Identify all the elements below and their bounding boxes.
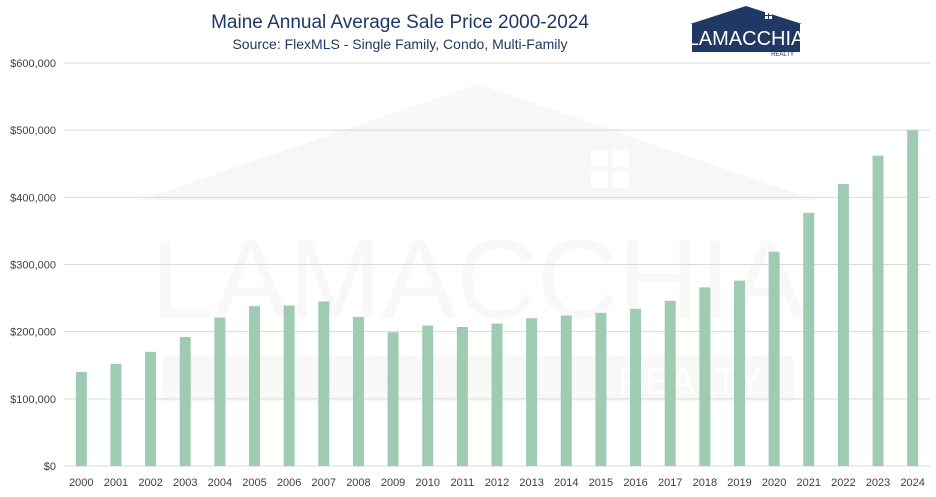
logo-window-icon [765,12,772,19]
bar-2013 [526,318,538,466]
bar-2007 [318,301,330,466]
x-tick-label: 2017 [658,477,682,489]
x-tick-label: 2004 [208,477,232,489]
x-tick-label: 2012 [485,477,509,489]
y-tick-label: $200,000 [10,327,56,339]
watermark-roof [140,84,816,200]
y-tick-label: $400,000 [10,192,56,204]
x-tick-label: 2001 [104,477,128,489]
bar-2023 [872,155,884,466]
bar-2014 [560,315,572,466]
x-tick-label: 2014 [554,477,578,489]
x-tick-label: 2003 [173,477,197,489]
lamacchia-logo: LAMACCHIA REALTY [688,6,804,58]
bar-2010 [422,325,434,466]
bar-2006 [283,305,295,466]
x-axis: 2000 2001 2002 2003 2004 2005 2006 2007 2008 2009… [69,477,925,489]
x-tick-label: 2008 [346,477,370,489]
bar-2004 [214,317,226,466]
bar-2017 [664,300,676,466]
bar-2020 [768,251,780,466]
bar-2001 [110,363,122,466]
x-tick-label: 2009 [381,477,405,489]
chart-subtitle: Source: FlexMLS - Single Family, Condo, … [232,36,568,52]
bar-2015 [595,312,607,466]
bar-2022 [837,183,849,466]
bar-2008 [352,316,364,466]
x-tick-label: 2024 [900,477,924,489]
x-tick-label: 2006 [277,477,301,489]
y-tick-label: $0 [44,461,56,473]
watermark-name: LAMACCHIA [151,217,805,342]
watermark-band [163,356,793,402]
x-tick-label: 2005 [242,477,266,489]
watermark-window-icon [591,150,629,188]
x-tick-label: 2020 [762,477,786,489]
bar-2019 [733,280,745,466]
logo-box [692,24,800,52]
bar-2009 [387,332,399,466]
bar-2005 [249,306,261,466]
x-tick-label: 2010 [415,477,439,489]
logo-name: LAMACCHIA [688,28,804,50]
bars [75,130,919,466]
bar-2012 [491,323,503,466]
x-tick-label: 2011 [451,477,475,489]
x-tick-label: 2019 [727,477,751,489]
bar-2002 [145,351,157,466]
x-tick-label: 2013 [519,477,543,489]
chart-title: Maine Annual Average Sale Price 2000-202… [211,12,589,33]
bar-2024 [907,130,919,466]
x-tick-label: 2015 [589,477,613,489]
bar-2000 [75,371,87,466]
x-tick-label: 2022 [831,477,855,489]
x-tick-label: 2018 [693,477,717,489]
x-tick-label: 2021 [797,477,821,489]
x-tick-label: 2023 [866,477,890,489]
y-tick-label: $300,000 [10,260,56,272]
logo-roof-icon [690,6,802,24]
bar-2021 [803,212,815,466]
y-axis: $0 $100,000 $200,000 $300,000 $400,000 $500,0… [10,58,56,473]
watermark: LAMACCHIA REALTY [140,84,816,403]
bar-2016 [630,308,642,466]
y-tick-label: $100,000 [10,394,56,406]
bar-2003 [179,337,191,466]
x-tick-label: 2002 [138,477,162,489]
x-tick-label: 2007 [312,477,336,489]
bar-2018 [699,287,711,466]
bar-2011 [456,326,468,466]
logo-tagline: REALTY [771,52,794,58]
x-tick-label: 2000 [69,477,93,489]
x-tick-label: 2016 [623,477,647,489]
y-tick-label: $500,000 [10,125,56,137]
y-tick-label: $600,000 [10,58,56,70]
